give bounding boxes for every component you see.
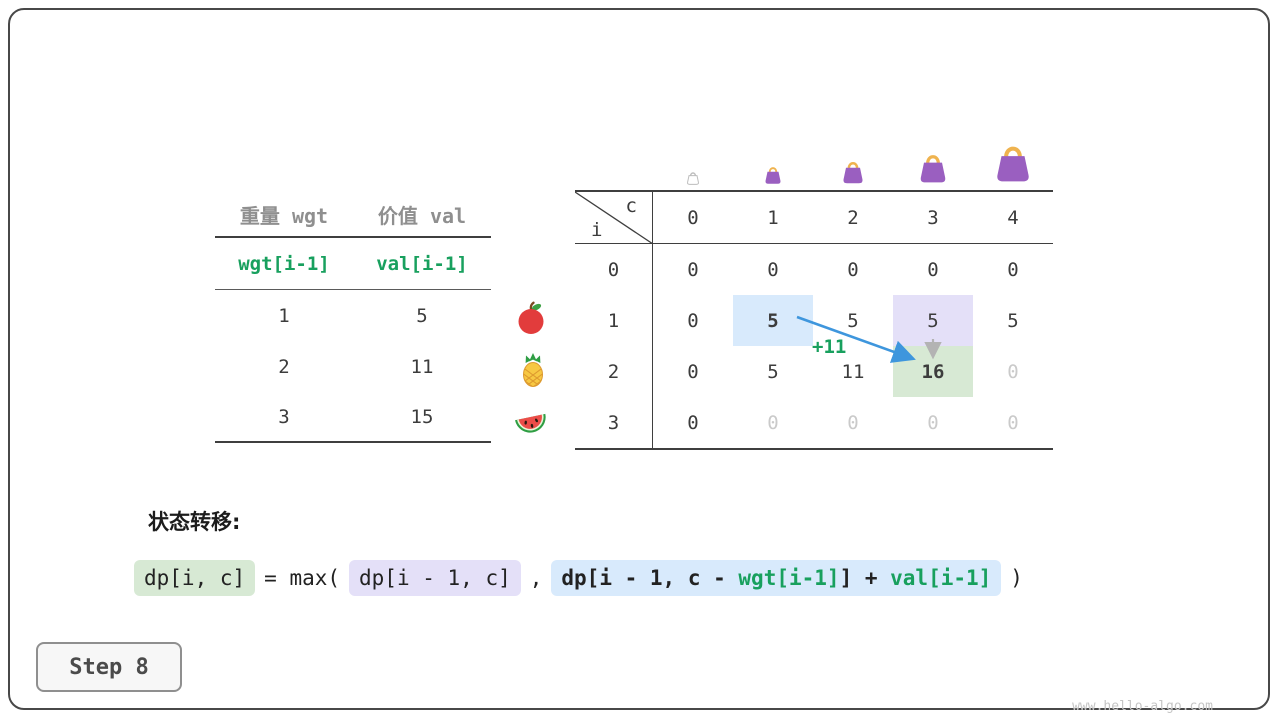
- dp-cell-2-1: 5: [767, 360, 779, 383]
- item-row-3: 3 15: [215, 392, 491, 443]
- dp-cell-3-3: 0: [927, 411, 939, 434]
- watermelon-icon: [510, 400, 553, 443]
- step-badge: Step 8: [36, 642, 182, 692]
- item-row-1: 1 5: [215, 290, 491, 341]
- dp-row-header-3: 3: [575, 397, 653, 448]
- dp-cell-0-3: 0: [927, 258, 939, 281]
- dp-corner-cell: c i: [575, 192, 653, 244]
- dp-cell-0-1: 0: [767, 258, 779, 281]
- dp-cell-0-2: 0: [847, 258, 859, 281]
- bag-capacity-3-icon: [915, 150, 951, 190]
- formula-option-skip-text: dp[i - 1, c]: [359, 566, 511, 590]
- formula-take-mid: ] +: [839, 566, 891, 590]
- dp-cell-0-0: 0: [687, 258, 699, 281]
- dp-col-header-2: 2: [813, 192, 893, 244]
- dp-col-header-4: 4: [973, 192, 1053, 244]
- dp-cell-3-0: 0: [687, 411, 699, 434]
- bag-capacity-2-icon: [839, 158, 867, 190]
- dp-corner-row-var: i: [591, 219, 603, 241]
- formula-close-paren: ): [1010, 566, 1023, 590]
- items-header-wgt: 重量 wgt: [239, 203, 329, 228]
- item-3-val: 15: [410, 405, 434, 428]
- dp-cell-1-0: 0: [687, 309, 699, 332]
- dp-cell-0-4: 0: [1007, 258, 1019, 281]
- formula-take-wgt: wgt[i-1]: [738, 566, 840, 590]
- item-1-val: 5: [416, 304, 428, 327]
- dp-cell-3-1: 0: [767, 411, 779, 434]
- items-formula-row: wgt[i-1] val[i-1]: [215, 238, 491, 290]
- capacity-bags: [575, 128, 1053, 186]
- dp-col-header-0: 0: [653, 192, 733, 244]
- formula-take-prefix: dp[i - 1, c -: [561, 566, 739, 590]
- dp-row-header-2: 2: [575, 346, 653, 397]
- items-header-val: 价值 val: [377, 203, 467, 228]
- bag-capacity-1-icon: [762, 164, 784, 190]
- dp-cell-3-2: 0: [847, 411, 859, 434]
- bag-capacity-4-icon: [990, 140, 1036, 190]
- formula-eq-max: = max(: [264, 566, 341, 590]
- dp-table: c i 0 1 2 3 4 0 0 0 0 0 0 1 0 5 5 5 5 2 …: [575, 190, 1053, 450]
- dp-cell-1-4: 5: [1007, 309, 1019, 332]
- dp-cell-1-3: 5: [893, 295, 973, 346]
- items-table-header: 重量 wgt 价值 val: [215, 192, 491, 238]
- formula-option-skip: dp[i - 1, c]: [349, 560, 521, 596]
- bag-capacity-0-icon: [685, 170, 701, 190]
- formula-dp-current-text: dp[i, c]: [144, 566, 246, 590]
- apple-icon: [513, 300, 549, 336]
- pineapple-icon: [515, 352, 551, 388]
- dp-cell-2-2: 11: [841, 360, 865, 383]
- item-2-val: 11: [410, 355, 434, 378]
- dp-cell-2-3: 16: [893, 346, 973, 397]
- item-row-2: 2 11: [215, 341, 491, 392]
- step-badge-label: Step 8: [69, 654, 149, 680]
- formula-dp-current: dp[i, c]: [134, 560, 256, 596]
- arrow-gain-label: +11: [812, 336, 847, 358]
- item-1-wgt: 1: [278, 304, 290, 327]
- formula-option-take: dp[i - 1, c - wgt[i-1]] + val[i-1]: [551, 560, 1002, 596]
- watermark: www.hello-algo.com: [1072, 699, 1213, 714]
- dp-col-header-1: 1: [733, 192, 813, 244]
- dp-cell-2-4: 0: [1007, 360, 1019, 383]
- formula-take-val: val[i-1]: [890, 566, 992, 590]
- transition-title: 状态转移:: [148, 510, 241, 534]
- items-formula-wgt: wgt[i-1]: [238, 252, 330, 275]
- dp-row-header-1: 1: [575, 295, 653, 346]
- dp-col-header-3: 3: [893, 192, 973, 244]
- transition-formula: dp[i, c] = max( dp[i - 1, c] , dp[i - 1,…: [134, 560, 1032, 596]
- dp-cell-2-0: 0: [687, 360, 699, 383]
- items-table: 重量 wgt 价值 val wgt[i-1] val[i-1] 1 5 2 11…: [215, 192, 491, 443]
- dp-corner-col-var: c: [625, 195, 637, 217]
- dp-cell-3-4: 0: [1007, 411, 1019, 434]
- item-2-wgt: 2: [278, 355, 290, 378]
- item-3-wgt: 3: [278, 405, 290, 428]
- dp-cell-1-1: 5: [733, 295, 813, 346]
- dp-row-header-0: 0: [575, 244, 653, 295]
- formula-comma: ,: [529, 566, 543, 590]
- items-formula-val: val[i-1]: [376, 252, 468, 275]
